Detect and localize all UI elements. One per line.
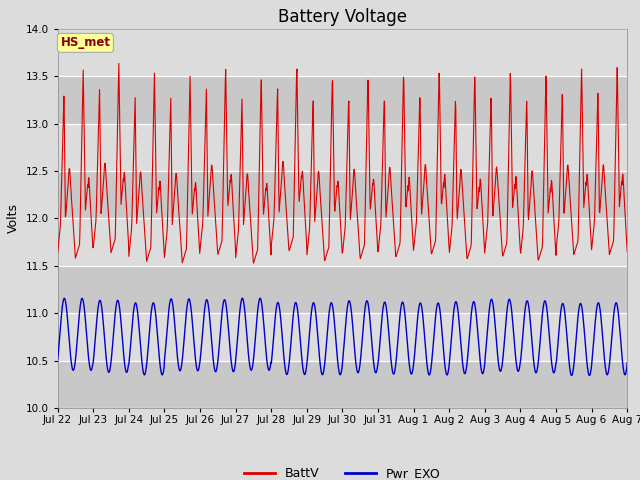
Bar (58, 29, 627, 76)
Bar (58, 218, 627, 266)
Text: HS_met: HS_met (60, 36, 111, 49)
Bar (58, 266, 627, 313)
Legend: BattV, Pwr_EXO: BattV, Pwr_EXO (239, 462, 446, 480)
Bar (58, 171, 627, 218)
Bar (58, 313, 627, 360)
Y-axis label: Volts: Volts (7, 204, 20, 233)
Bar (58, 76, 627, 124)
Bar (58, 360, 627, 408)
Bar (58, 124, 627, 171)
Title: Battery Voltage: Battery Voltage (278, 8, 407, 26)
